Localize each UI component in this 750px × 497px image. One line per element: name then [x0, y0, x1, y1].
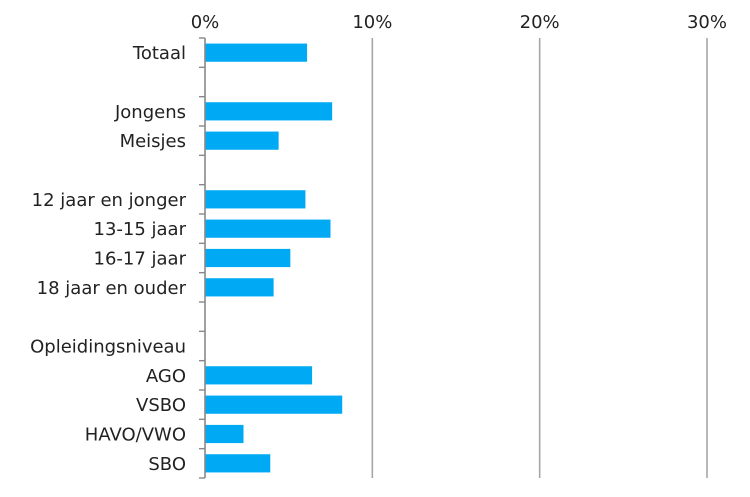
- x-axis-tick-labels: 0% 10% 20% 30%: [191, 12, 727, 33]
- bar: [205, 395, 343, 414]
- bar: [205, 102, 333, 121]
- category-label: Jongens: [114, 102, 186, 123]
- x-tick-label: 10%: [352, 12, 392, 33]
- category-label: 13-15 jaar: [94, 219, 187, 240]
- y-axis: [199, 37, 206, 479]
- gridlines: [371, 38, 708, 478]
- bar: [205, 248, 291, 268]
- category-label: HAVO/VWO: [85, 425, 186, 446]
- category-label: Opleidingsniveau: [30, 337, 186, 358]
- category-label: Meisjes: [120, 131, 186, 152]
- x-tick-label: 0%: [191, 12, 220, 33]
- bars: [205, 43, 343, 473]
- category-label: Totaal: [132, 43, 186, 64]
- bar: [205, 131, 279, 150]
- x-tick-label: 20%: [520, 12, 560, 33]
- x-tick-label: 30%: [687, 12, 727, 33]
- bar: [205, 424, 244, 444]
- category-label: AGO: [146, 366, 186, 387]
- category-label: SBO: [148, 454, 186, 475]
- bar: [205, 190, 306, 209]
- bar: [205, 219, 331, 238]
- category-labels: Totaal Jongens Meisjes 12 jaar en jonger 13-…: [30, 43, 186, 475]
- bar: [205, 366, 313, 385]
- category-label: 16-17 jaar: [94, 249, 187, 270]
- category-label: VSBO: [136, 395, 186, 416]
- bar: [205, 278, 274, 297]
- bar: [205, 454, 271, 473]
- category-label: 12 jaar en jonger: [32, 190, 187, 211]
- bar: [205, 43, 308, 62]
- category-label: 18 jaar en ouder: [37, 278, 187, 299]
